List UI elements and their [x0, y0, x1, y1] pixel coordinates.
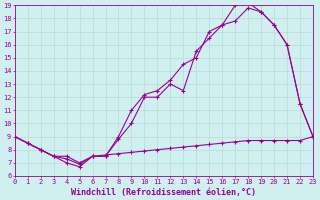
X-axis label: Windchill (Refroidissement éolien,°C): Windchill (Refroidissement éolien,°C): [71, 188, 256, 197]
